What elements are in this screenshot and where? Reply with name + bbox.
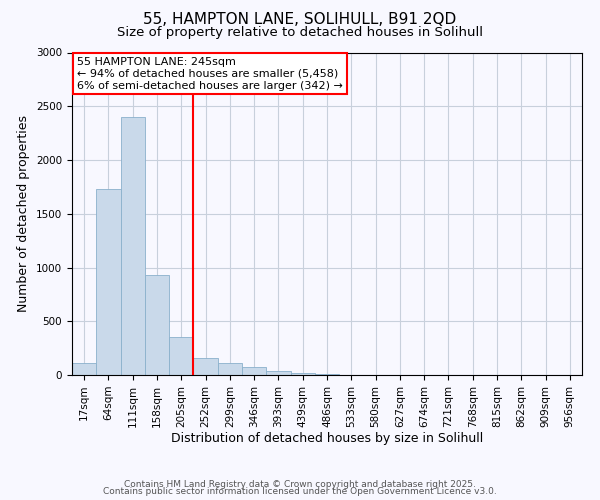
Bar (72, 362, 96, 375)
Bar (121, 117, 145, 375)
Bar (218, 363, 242, 375)
Text: 55, HAMPTON LANE, SOLIHULL, B91 2QD: 55, HAMPTON LANE, SOLIHULL, B91 2QD (143, 12, 457, 28)
Bar (315, 374, 339, 375)
Text: 55 HAMPTON LANE: 245sqm
← 94% of detached houses are smaller (5,458)
6% of semi-: 55 HAMPTON LANE: 245sqm ← 94% of detache… (77, 58, 343, 90)
Text: Contains HM Land Registry data © Crown copyright and database right 2025.: Contains HM Land Registry data © Crown c… (124, 480, 476, 489)
Bar (96, 189, 121, 375)
X-axis label: Distribution of detached houses by size in Solihull: Distribution of detached houses by size … (171, 432, 483, 446)
Bar (145, 275, 169, 375)
Text: Size of property relative to detached houses in Solihull: Size of property relative to detached ho… (117, 26, 483, 39)
Text: Contains public sector information licensed under the Open Government Licence v3: Contains public sector information licen… (103, 488, 497, 496)
Bar (169, 338, 193, 375)
Bar (242, 367, 266, 375)
Y-axis label: Number of detached properties: Number of detached properties (17, 116, 31, 312)
Bar (193, 358, 218, 375)
Bar (266, 370, 290, 375)
Bar (290, 374, 315, 375)
